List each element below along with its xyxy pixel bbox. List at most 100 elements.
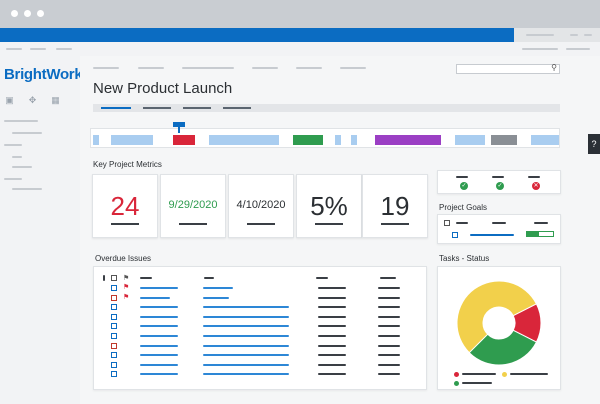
issue-detail-link[interactable] xyxy=(203,325,289,328)
suite-link[interactable] xyxy=(570,34,578,36)
timeline-segment[interactable] xyxy=(209,135,279,145)
issue-detail-link[interactable] xyxy=(203,315,289,318)
timeline-segment[interactable] xyxy=(455,135,485,145)
sidebar-item[interactable] xyxy=(12,156,22,158)
issue-icon[interactable] xyxy=(111,352,117,359)
timeline-segment[interactable] xyxy=(375,135,441,145)
issue-icon[interactable] xyxy=(111,313,117,320)
column-header[interactable] xyxy=(380,277,396,279)
issue-detail-link[interactable] xyxy=(203,296,229,299)
issue-assignee xyxy=(318,296,346,299)
tab[interactable] xyxy=(183,107,211,109)
goal-link[interactable] xyxy=(470,234,514,236)
issues-title: Overdue Issues xyxy=(95,254,152,263)
metric-card[interactable]: 9/29/2020 xyxy=(160,174,226,238)
timeline-segment[interactable] xyxy=(111,135,153,145)
metric-card[interactable]: 4/10/2020 xyxy=(228,174,294,238)
breadcrumb-link[interactable] xyxy=(138,67,164,69)
sidebar-item[interactable] xyxy=(12,132,42,134)
metric-underline xyxy=(179,223,207,225)
timeline-segment[interactable] xyxy=(93,135,99,145)
timeline-segment[interactable] xyxy=(335,135,341,145)
tab[interactable] xyxy=(143,107,171,109)
monitor-icon[interactable]: ▣ xyxy=(5,95,14,105)
checkbox-icon[interactable] xyxy=(444,220,450,226)
issue-title-link[interactable] xyxy=(140,354,178,357)
issue-title-link[interactable] xyxy=(140,287,178,289)
issue-detail-link[interactable] xyxy=(203,306,289,309)
ribbon-link[interactable] xyxy=(522,48,558,50)
item-icon[interactable] xyxy=(452,232,458,238)
metric-value: 5% xyxy=(310,191,348,221)
issue-detail-link[interactable] xyxy=(203,373,289,376)
issue-title-link[interactable] xyxy=(140,335,178,337)
issue-title-link[interactable] xyxy=(140,373,178,376)
issue-title-link[interactable] xyxy=(140,344,178,347)
breadcrumb-link[interactable] xyxy=(296,67,322,69)
issue-detail-link[interactable] xyxy=(203,335,289,337)
help-button[interactable]: ? xyxy=(588,134,600,154)
metric-card[interactable]: 24 xyxy=(92,174,158,238)
timeline-segment[interactable] xyxy=(293,135,323,145)
breadcrumb-link[interactable] xyxy=(182,67,234,69)
sidebar-item[interactable] xyxy=(4,120,38,122)
issue-title-link[interactable] xyxy=(140,306,178,309)
ribbon-link[interactable] xyxy=(6,48,22,50)
search-icon[interactable]: ⚲ xyxy=(551,63,557,72)
ribbon-link[interactable] xyxy=(30,48,46,50)
issue-title-link[interactable] xyxy=(140,315,178,318)
sidebar-item[interactable] xyxy=(4,178,22,180)
goal-header xyxy=(456,222,468,224)
issue-title-link[interactable] xyxy=(140,325,178,328)
project-timeline[interactable] xyxy=(90,128,560,148)
issue-icon[interactable] xyxy=(111,342,117,349)
document-icon[interactable]: ▦ xyxy=(51,95,60,105)
column-header[interactable] xyxy=(204,277,214,279)
issue-icon[interactable] xyxy=(111,371,117,378)
issue-detail-link[interactable] xyxy=(203,354,289,357)
column-header[interactable] xyxy=(316,277,328,279)
timeline-segment[interactable] xyxy=(173,135,195,145)
sidebar-item[interactable] xyxy=(12,188,42,190)
issue-title-link[interactable] xyxy=(140,363,178,366)
metric-underline xyxy=(315,223,343,225)
search-input[interactable]: ⚲ xyxy=(456,63,560,74)
metric-card[interactable]: 19 xyxy=(362,174,428,238)
issue-icon[interactable] xyxy=(111,323,117,330)
issue-icon[interactable] xyxy=(111,333,117,339)
breadcrumb-link[interactable] xyxy=(340,67,366,69)
checkbox-icon[interactable] xyxy=(111,275,117,281)
metric-card[interactable]: 5% xyxy=(296,174,362,238)
breadcrumb-link[interactable] xyxy=(252,67,278,69)
issue-icon[interactable] xyxy=(111,294,117,301)
timeline-segment[interactable] xyxy=(531,135,559,145)
timeline-segment[interactable] xyxy=(351,135,357,145)
issue-icon[interactable] xyxy=(111,361,117,368)
ribbon-link[interactable] xyxy=(56,48,72,50)
flag-icon: ⚑ xyxy=(123,275,130,282)
timeline-segment[interactable] xyxy=(491,135,517,145)
issue-icon[interactable] xyxy=(111,304,117,311)
ribbon-link[interactable] xyxy=(566,48,590,50)
issue-icon[interactable] xyxy=(111,285,117,291)
issue-detail-link[interactable] xyxy=(203,287,233,289)
donut-slice-2[interactable] xyxy=(468,329,538,366)
suite-link[interactable] xyxy=(526,34,554,36)
column-header[interactable] xyxy=(140,277,152,279)
issue-due-date xyxy=(378,296,400,299)
tab[interactable] xyxy=(223,107,251,109)
view-tabs xyxy=(93,104,560,112)
brightwork-logo[interactable]: BrightWork xyxy=(4,66,83,83)
sidebar-item[interactable] xyxy=(12,166,32,168)
suite-link[interactable] xyxy=(584,34,592,36)
issue-title-link[interactable] xyxy=(140,296,170,299)
donut-slice-0[interactable] xyxy=(456,280,538,354)
sidebar-item[interactable] xyxy=(4,144,22,146)
window-dot-icon xyxy=(11,10,18,17)
tasks-status-chart[interactable] xyxy=(438,271,560,371)
move-icon[interactable]: ✥ xyxy=(28,95,37,105)
tab-active[interactable] xyxy=(101,107,131,109)
breadcrumb-link[interactable] xyxy=(93,67,119,69)
issue-detail-link[interactable] xyxy=(203,363,289,366)
issue-detail-link[interactable] xyxy=(203,344,289,347)
